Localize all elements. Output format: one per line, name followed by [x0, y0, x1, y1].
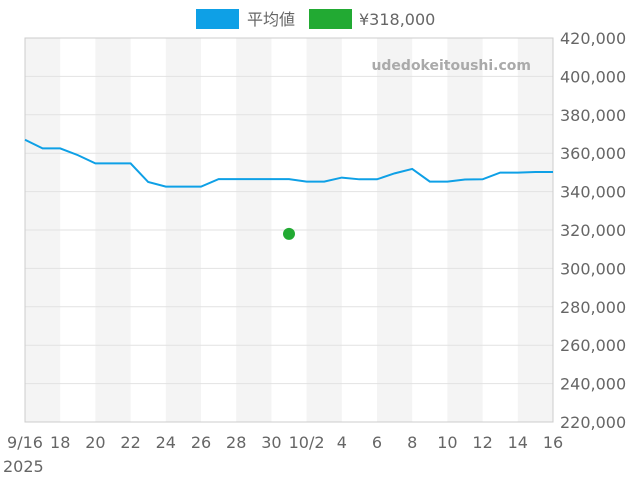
x-tick-label: 9/16: [7, 433, 43, 452]
y-tick-label: 260,000: [560, 336, 626, 355]
x-tick-label: 10: [437, 433, 457, 452]
y-tick-label: 280,000: [560, 298, 626, 317]
watermark: udedokeitoushi.com: [371, 58, 531, 74]
x-tick-label: 16: [543, 433, 563, 452]
y-tick-label: 300,000: [560, 259, 626, 278]
y-tick-label: 400,000: [560, 67, 626, 86]
legend[interactable]: 平均値 ¥318,000: [196, 9, 435, 29]
x-tick-label: 26: [191, 433, 211, 452]
x-tick-label: 4: [337, 433, 347, 452]
y-tick-label: 340,000: [560, 183, 626, 202]
x-tick-label: 30: [261, 433, 281, 452]
average-line: [24, 138, 553, 188]
x-tick-label: 28: [226, 433, 246, 452]
legend-swatch-average: [196, 9, 239, 29]
price-point: [283, 227, 295, 240]
x-tick-label: 22: [120, 433, 140, 452]
y-tick-label: 240,000: [560, 375, 626, 394]
x-tick-label: 6: [372, 433, 382, 452]
x-tick-label: 20: [85, 433, 105, 452]
legend-swatch-price: [309, 9, 352, 29]
x-tick-label: 10/2: [289, 433, 325, 452]
y-tick-label: 320,000: [560, 221, 626, 240]
x-tick-label: 8: [407, 433, 417, 452]
plot-frame: [24, 37, 554, 423]
x-tick-label: 12: [472, 433, 492, 452]
legend-label-price[interactable]: ¥318,000: [359, 10, 435, 29]
x-tick-label: 24: [156, 433, 176, 452]
y-tick-label: 420,000: [560, 29, 626, 48]
y-tick-label: 220,000: [560, 413, 626, 432]
x-tick-label: 14: [508, 433, 528, 452]
y-tick-label: 380,000: [560, 106, 626, 125]
legend-label-average[interactable]: 平均値: [247, 10, 295, 29]
x-tick-label: 18: [50, 433, 70, 452]
x-year-label: 2025: [3, 457, 44, 476]
y-tick-label: 360,000: [560, 144, 626, 163]
